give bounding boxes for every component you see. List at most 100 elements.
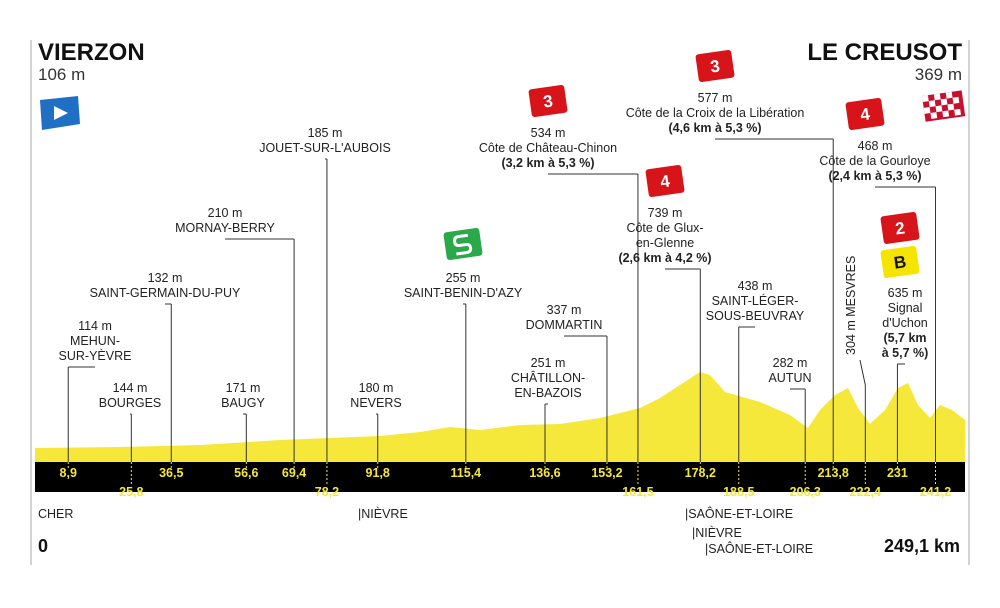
category-label: 2	[894, 218, 906, 238]
km-marker: 161,5	[622, 485, 653, 499]
km-marker: 8,9	[60, 466, 77, 480]
waypoint-label: en-Glenne	[636, 236, 694, 250]
km-marker: 56,6	[234, 466, 258, 480]
climb-detail: (2,4 km à 5,3 %)	[828, 169, 921, 183]
distance-total: 249,1 km	[884, 536, 960, 556]
department: CHER	[38, 507, 73, 521]
waypoint-label: MORNAY-BERRY	[175, 221, 275, 235]
waypoint-label: NEVERS	[350, 396, 401, 410]
waypoint-label: 739 m	[648, 206, 683, 220]
climb-detail: (3,2 km à 5,3 %)	[501, 156, 594, 170]
waypoint-label: 132 m	[148, 271, 183, 285]
waypoint-label: Côte de Château-Chinon	[479, 141, 617, 155]
km-marker: 25,8	[119, 485, 143, 499]
km-marker: 78,2	[315, 485, 339, 499]
badge-shape	[880, 212, 920, 244]
waypoint-label: CHÂTILLON-	[511, 370, 585, 385]
waypoint-label: 114 m	[78, 319, 112, 333]
badge-shape	[695, 50, 735, 82]
category-badge: B	[880, 246, 920, 278]
category-label: 3	[542, 91, 554, 111]
department: |SAÔNE-ET-LOIRE	[705, 541, 813, 556]
km-marker: 136,6	[529, 466, 560, 480]
km-marker: 206,3	[790, 485, 821, 499]
waypoint-label: 180 m	[359, 381, 394, 395]
waypoint-label: 534 m	[531, 126, 566, 140]
elevation-profile	[35, 372, 965, 462]
waypoint-label: 304 m MESVRES	[844, 256, 858, 355]
km-marker: 115,4	[451, 466, 482, 480]
waypoint-label: Côte de Glux-	[626, 221, 703, 235]
km-marker: 178,2	[685, 466, 716, 480]
start-name: VIERZON	[38, 39, 145, 66]
category-label: 3	[709, 56, 721, 76]
waypoint-label: JOUET-SUR-L'AUBOIS	[259, 141, 391, 155]
badge-shape	[645, 165, 685, 197]
waypoint-label: Côte de la Croix de la Libération	[626, 106, 805, 120]
waypoint-label: BAUGY	[221, 396, 265, 410]
category-label: 4	[859, 104, 872, 124]
category-badge: 3	[695, 50, 735, 82]
start-flag	[40, 96, 80, 130]
waypoint-label: SAINT-BENIN-D'AZY	[404, 286, 523, 300]
climb-detail: (4,6 km à 5,3 %)	[668, 121, 761, 135]
category-badge: 2	[880, 212, 920, 244]
waypoint-label: 635 m	[888, 286, 923, 300]
km-marker: 188,5	[723, 485, 754, 499]
finish-elevation: 369 m	[915, 65, 962, 84]
waypoint-label: 251 m	[531, 356, 566, 370]
waypoint-label: SAINT-LÉGER-	[712, 293, 799, 308]
km-marker: 231	[887, 466, 908, 480]
sprint-icon	[443, 228, 483, 260]
waypoint-label: 282 m	[773, 356, 808, 370]
waypoint-label: SAINT-GERMAIN-DU-PUY	[90, 286, 241, 300]
waypoint-label: 144 m	[113, 381, 148, 395]
climb-detail: (2,6 km à 4,2 %)	[618, 251, 711, 265]
waypoint-label: SOUS-BEUVRAY	[706, 309, 805, 323]
waypoint-label: d'Uchon	[882, 316, 928, 330]
category-badge: 4	[645, 165, 685, 197]
waypoint-label: 577 m	[698, 91, 733, 105]
km-marker: 69,4	[282, 466, 306, 480]
km-marker: 153,2	[591, 466, 622, 480]
waypoint-label: 210 m	[208, 206, 243, 220]
finish-flag	[922, 90, 966, 122]
waypoint-label: SUR-YÈVRE	[59, 348, 132, 363]
badge-shape	[845, 98, 885, 130]
waypoint-label: Signal	[888, 301, 923, 315]
km-marker: 36,5	[159, 466, 183, 480]
department: |SAÔNE-ET-LOIRE	[685, 506, 793, 521]
department: |NIÈVRE	[358, 506, 408, 521]
category-badge: 3	[528, 85, 568, 117]
distance-start: 0	[38, 536, 48, 556]
km-marker: 241,2	[920, 485, 951, 499]
badge-shape	[880, 246, 920, 278]
finish-name: LE CREUSOT	[807, 39, 962, 66]
km-marker: 91,8	[366, 466, 390, 480]
category-label: B	[893, 252, 908, 273]
waypoint-label: EN-BAZOIS	[514, 386, 581, 400]
sprint-symbol	[453, 233, 473, 256]
waypoint-label: 255 m	[446, 271, 481, 285]
waypoint-label: AUTUN	[768, 371, 811, 385]
waypoint-label: 468 m	[858, 139, 893, 153]
waypoint-label: DOMMARTIN	[526, 318, 603, 332]
waypoint-label: 438 m	[738, 279, 773, 293]
department: |NIÈVRE	[692, 525, 742, 540]
start-elevation: 106 m	[38, 65, 85, 84]
waypoint-label: MEHUN-	[70, 334, 120, 348]
badge-shape	[528, 85, 568, 117]
waypoint-label: 171 m	[226, 381, 261, 395]
waypoint-label: 185 m	[308, 126, 343, 140]
waypoint-label: BOURGES	[99, 396, 162, 410]
leader-line	[859, 359, 866, 386]
waypoint-label: 337 m	[547, 303, 582, 317]
km-band	[35, 462, 965, 492]
km-marker: 213,8	[818, 466, 849, 480]
waypoint-label: Côte de la Gourloye	[819, 154, 930, 168]
category-badge: 4	[845, 98, 885, 130]
km-marker: 222,4	[850, 485, 881, 499]
climb-detail: à 5,7 %)	[882, 346, 929, 360]
climb-detail: (5,7 km	[883, 331, 926, 345]
